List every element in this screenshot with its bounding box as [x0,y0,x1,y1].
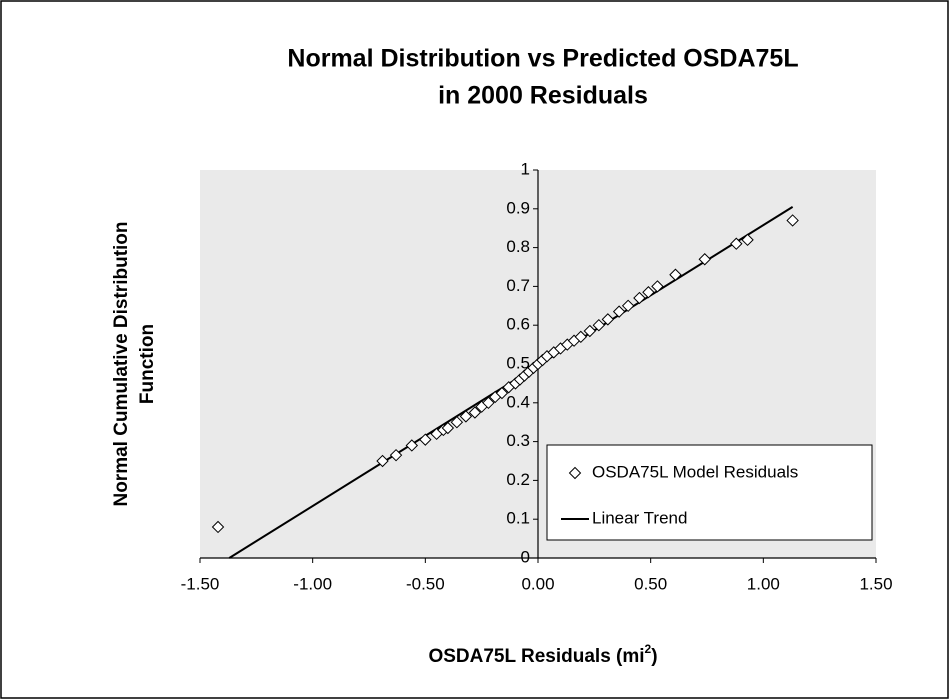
y-tick-label: 0.3 [506,431,530,450]
marker [482,396,495,410]
x-tick-label: 0.00 [521,574,554,593]
y-tick-label: 0 [521,547,530,566]
marker [642,286,655,299]
legend-swatch [568,466,582,480]
legend-box [546,444,873,541]
x-tick-label: -1.50 [181,574,220,593]
y-tick-label: 0.1 [506,509,530,528]
x-axis-title-sup: 2 [645,642,652,656]
x-tick-label: -0.50 [406,574,445,593]
marker [698,253,711,266]
x-axis-title-tail: ) [651,646,657,667]
legend-label: Linear Trend [592,508,687,527]
chart-title: Normal Distribution vs Predicted OSDA75L [287,45,798,73]
marker [468,406,482,419]
marker [419,433,432,446]
y-tick-label: 0.7 [506,276,530,295]
y-tick-label: 0.8 [506,237,530,256]
marker [612,305,626,318]
y-axis-title: Normal Cumulative Distribution Function [111,221,158,506]
marker [459,410,473,423]
marker [376,454,389,468]
marker [211,520,225,534]
marker [601,313,615,326]
marker [669,268,682,281]
marker [495,386,509,400]
marker [450,415,464,429]
marker [592,318,606,332]
y-tick-label: 1 [521,159,530,178]
y-tick-label: 0.2 [506,470,530,489]
y-tick-label: 0.5 [506,353,530,372]
marker [574,330,588,344]
marker [651,280,664,293]
x-tick-label: -1.00 [293,574,332,593]
y-tick-label: 0.9 [506,198,530,217]
x-tick-label: 1.00 [747,574,780,593]
y-tick-label: 0.6 [506,315,530,334]
x-tick-label: 0.50 [634,574,667,593]
y-axis-title-line: Function [137,324,158,404]
marker [621,299,635,313]
marker [583,324,597,338]
marker [389,448,403,462]
chart-title: in 2000 Residuals [438,82,648,110]
marker [786,214,799,227]
marker [730,237,743,250]
y-axis-title-line: Normal Cumulative Distribution [111,221,132,506]
x-axis-title: OSDA75L Residuals (mi2) [428,642,657,667]
marker [633,291,646,305]
marker [741,233,754,247]
x-tick-label: 1.50 [859,574,892,593]
legend-label: OSDA75L Model Residuals [592,462,798,481]
x-axis-title-text: OSDA75L Residuals (mi [428,646,644,667]
marker [441,421,455,435]
marker [405,439,419,452]
y-tick-label: 0.4 [506,392,530,411]
